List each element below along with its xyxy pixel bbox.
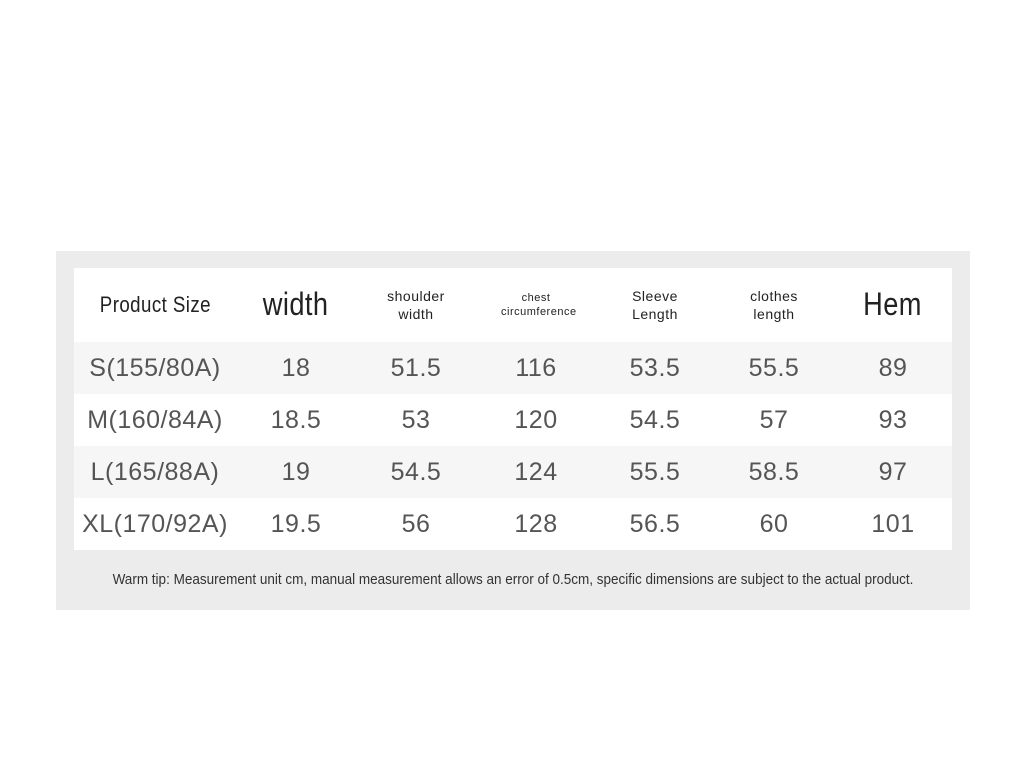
header-text: chest circumference — [501, 291, 577, 318]
value-cell: 97 — [878, 457, 908, 486]
header-text: Hem — [863, 286, 923, 323]
value-cell: 55.5 — [748, 353, 800, 382]
header-row: Product Size width shoulder width chest cir… — [74, 268, 952, 342]
value-cell: 54.5 — [390, 457, 442, 486]
value-cell: 19.5 — [270, 509, 322, 538]
header-text: Sleeve Length — [632, 287, 678, 322]
header-cell: shoulder width — [356, 268, 476, 342]
value-cell: 116 — [515, 353, 557, 382]
value-cell: 93 — [878, 405, 908, 434]
value-cell: 53 — [401, 405, 431, 434]
table-row: M(160/84A) 18.5 53 120 54.5 57 93 — [74, 394, 952, 446]
header-text: shoulder width — [387, 287, 445, 322]
header-cell: width — [236, 268, 356, 342]
table-row: XL(170/92A) 19.5 56 128 56.5 60 101 — [74, 498, 952, 550]
value-cell: 128 — [514, 509, 558, 538]
size-cell: L(165/88A) — [90, 457, 220, 486]
value-cell: 56.5 — [629, 509, 681, 538]
value-cell: 18.5 — [270, 405, 322, 434]
header-text: Product Size — [99, 291, 211, 317]
value-cell: 101 — [871, 509, 915, 538]
size-cell: S(155/80A) — [89, 353, 221, 382]
size-chart-panel: Product Size width shoulder width chest cir… — [56, 251, 970, 610]
value-cell: 19 — [281, 457, 311, 486]
size-table: Product Size width shoulder width chest cir… — [74, 268, 952, 550]
header-text: width — [263, 286, 329, 323]
value-cell: 57 — [759, 405, 789, 434]
table-row: S(155/80A) 18 51.5 116 53.5 55.5 89 — [74, 342, 952, 394]
size-cell: XL(170/92A) — [82, 509, 228, 538]
value-cell: 60 — [759, 509, 789, 538]
header-cell: chest circumference — [476, 268, 596, 342]
value-cell: 53.5 — [629, 353, 681, 382]
warm-tip: Warm tip: Measurement unit cm, manual me… — [112, 571, 914, 588]
value-cell: 51.5 — [390, 353, 442, 382]
value-cell: 54.5 — [629, 405, 681, 434]
value-cell: 56 — [401, 509, 431, 538]
value-cell: 55.5 — [629, 457, 681, 486]
value-cell: 89 — [878, 353, 908, 382]
header-text: clothes length — [750, 287, 798, 322]
value-cell: 18 — [281, 353, 311, 382]
size-cell: M(160/84A) — [87, 405, 223, 434]
header-cell: Hem — [834, 268, 952, 342]
table-row: L(165/88A) 19 54.5 124 55.5 58.5 97 — [74, 446, 952, 498]
value-cell: 124 — [514, 457, 558, 486]
header-cell: Product Size — [74, 268, 236, 342]
value-cell: 58.5 — [748, 457, 800, 486]
header-cell: clothes length — [714, 268, 834, 342]
header-cell: Sleeve Length — [596, 268, 714, 342]
value-cell: 120 — [514, 405, 558, 434]
